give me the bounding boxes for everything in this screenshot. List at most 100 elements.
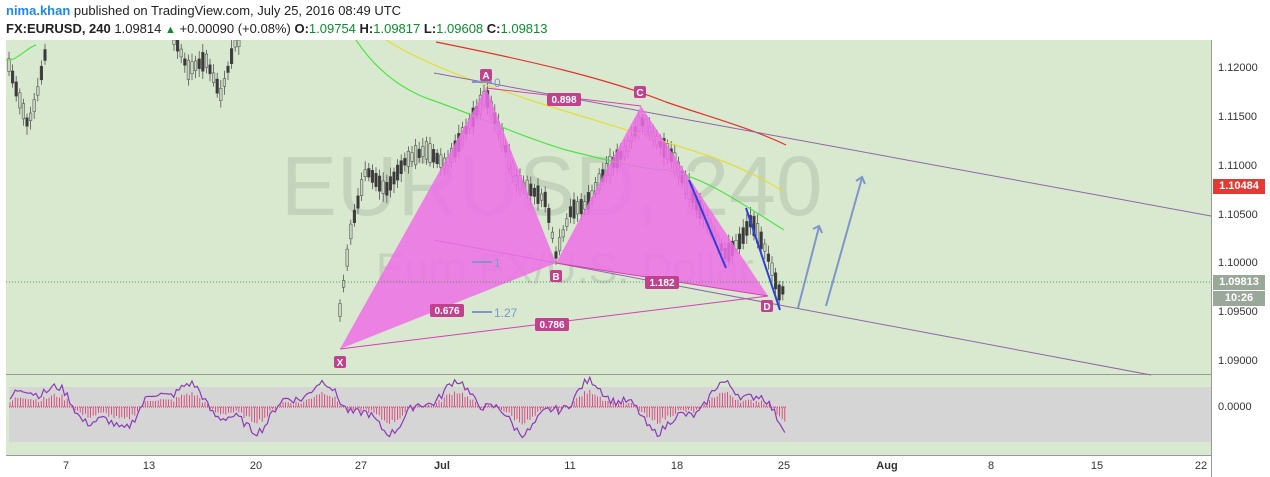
projection-arrow-1: [797, 226, 820, 309]
candle-body: [208, 64, 212, 75]
fib-label-127: 1.27: [494, 306, 518, 320]
candle-body: [536, 185, 540, 204]
open-value: 1.09754: [308, 21, 356, 36]
candle-body: [21, 103, 25, 120]
candle-body: [561, 229, 565, 238]
author-link[interactable]: nima.khan: [6, 3, 71, 18]
candle-body: [550, 231, 554, 239]
candle-body: [360, 179, 364, 196]
candle-body: [342, 280, 346, 288]
candle-body: [338, 303, 342, 317]
candle-body: [197, 58, 201, 69]
publish-line: nima.khan published on TradingView.com, …: [6, 3, 401, 18]
candle-body: [215, 78, 219, 94]
candle-body: [39, 65, 43, 81]
candle-body: [194, 60, 198, 71]
point-a-label: A: [482, 71, 489, 82]
point-d-badge: [761, 300, 773, 312]
red-moving-average: [435, 41, 787, 146]
point-c-label: C: [636, 88, 643, 99]
close-label: C:: [486, 21, 501, 36]
price-change: +0.00090 (+0.08%): [179, 21, 291, 36]
point-x-badge: [334, 356, 346, 368]
candle-body: [388, 176, 392, 191]
price-axis[interactable]: [1211, 40, 1270, 477]
symbol-label[interactable]: FX:EURUSD, 240: [6, 21, 111, 36]
arrowhead-1-icon: [812, 224, 823, 234]
candle-body: [745, 221, 749, 236]
candle-body: [29, 112, 33, 121]
candle-body: [374, 173, 378, 187]
candle-body: [349, 223, 353, 240]
chart-header: nima.khan published on TradingView.com, …: [0, 0, 1270, 40]
candle-body: [399, 160, 403, 174]
candle-body: [11, 70, 15, 84]
green-moving-average: [6, 40, 785, 231]
candle-body: [774, 272, 778, 290]
candle-body: [7, 58, 11, 72]
candle-body: [414, 145, 418, 166]
candle-body: [186, 59, 190, 80]
candle-body: [763, 243, 767, 252]
countdown-badge: 10:26: [1213, 291, 1265, 306]
ratio-badge-xd: [535, 318, 569, 331]
candle-body: [345, 248, 349, 267]
price-tick: 1.11500: [1218, 111, 1257, 123]
oscillator-histogram: [9, 390, 786, 425]
candle-body: [424, 141, 428, 160]
candle-body: [777, 284, 781, 301]
candle-body: [212, 72, 216, 83]
candle-body: [179, 48, 183, 58]
ratio-badge-ac: [547, 93, 581, 106]
candle-body: [385, 182, 389, 196]
ratio-badge-xb: [430, 304, 464, 317]
candle-body: [381, 180, 385, 194]
candle-body: [432, 149, 436, 163]
low-value: 1.09608: [436, 21, 484, 36]
pattern-triangle-xab[interactable]: [340, 88, 556, 349]
candle-body: [392, 171, 396, 185]
candle-body: [367, 168, 371, 178]
time-label-jul: Jul: [434, 460, 450, 472]
candle-body: [547, 207, 551, 223]
ohlc-line: FX:EURUSD, 240 1.09814 ▲ +0.00090 (+0.08…: [6, 21, 548, 36]
candle-body: [421, 146, 425, 157]
price-marker-badge: 1.10484: [1213, 179, 1265, 194]
published-text: published on TradingView.com, July 25, 2…: [73, 3, 402, 18]
point-c-badge: [634, 86, 646, 98]
candle-body: [543, 191, 547, 208]
candle-body: [25, 117, 29, 127]
candle-body: [741, 227, 745, 244]
price-tick: 1.09500: [1218, 306, 1258, 318]
candle-body: [766, 253, 770, 262]
high-value: 1.09817: [373, 21, 421, 36]
price-chart[interactable]: EURUSD, 240 Euro FX/U.S. Dollar 0 1 1.27…: [6, 40, 1211, 477]
price-tick: 1.10000: [1218, 257, 1258, 269]
last-price: 1.09814: [114, 21, 162, 36]
oscillator-band: [9, 387, 1211, 442]
time-label-18: 18: [671, 460, 683, 472]
up-triangle-icon: ▲: [165, 24, 176, 36]
candle-body: [190, 61, 194, 75]
candle-body: [352, 209, 356, 223]
projection-arrow-2: [825, 177, 863, 307]
yellow-moving-average: [385, 40, 785, 193]
candle-body: [183, 58, 187, 66]
pattern-triangle-bcd[interactable]: [556, 106, 768, 296]
candle-body: [233, 40, 237, 48]
point-a-badge: [480, 69, 492, 81]
point-x-label: X: [337, 358, 344, 369]
candle-body: [781, 286, 785, 295]
candle-body: [176, 40, 180, 52]
candle-body: [36, 86, 40, 96]
candle-body: [439, 154, 443, 168]
ratio-bd-label: 1.182: [649, 278, 674, 289]
time-label-7: 7: [63, 460, 69, 472]
last-price-badge: 1.09813: [1213, 275, 1265, 290]
time-label-8: 8: [988, 460, 994, 472]
price-tick: 1.11000: [1218, 160, 1257, 172]
watermark-symbol: EURUSD, 240: [281, 139, 823, 233]
ratio-ac-label: 0.898: [551, 95, 576, 106]
candle-body: [396, 164, 400, 181]
time-axis-bg: [6, 455, 1211, 477]
